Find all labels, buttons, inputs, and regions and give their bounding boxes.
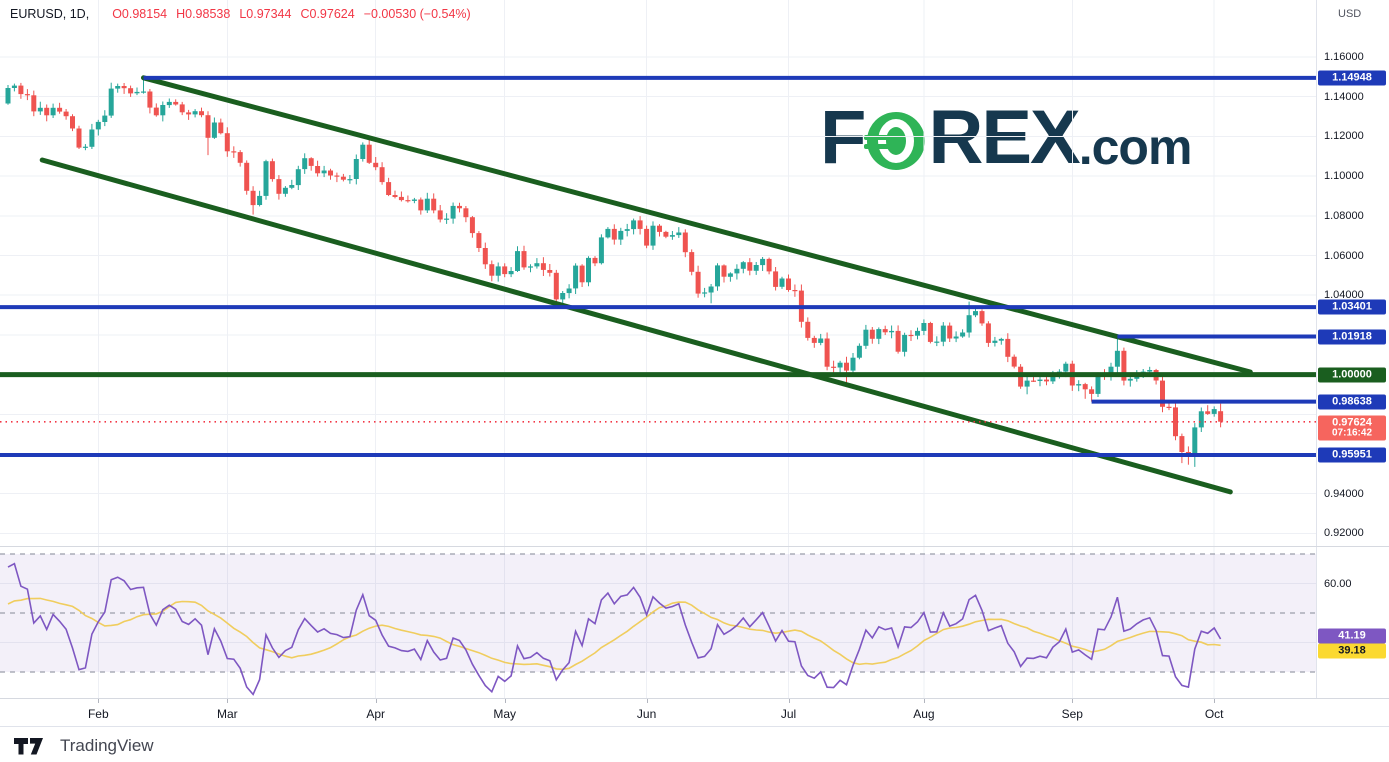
level-label-1.01918: 1.01918 (1318, 329, 1386, 344)
rsi-value-label: 41.19 (1318, 628, 1386, 644)
month-label-Jul: Jul (780, 707, 797, 721)
candles (5, 77, 1224, 467)
forex-o-logo-icon (864, 112, 926, 170)
pane-separator[interactable] (0, 546, 1389, 547)
ohlc-low: L0.97344 (239, 7, 292, 21)
month-label-Jun: Jun (636, 707, 657, 721)
chart-legend: EURUSD, 1D, O0.98154 H0.98538 L0.97344 C… (10, 7, 471, 21)
tradingview-label: TradingView (60, 736, 154, 755)
price-tick-1.10000: 1.10000 (1324, 170, 1364, 183)
rsi-band (0, 554, 1316, 672)
level-label-0.98638: 0.98638 (1318, 394, 1386, 410)
rsi-ma-value-label: 39.18 (1318, 643, 1386, 659)
level-label-1.00000: 1.00000 (1318, 367, 1386, 383)
axis-currency-label: USD (1338, 8, 1362, 20)
watermark-letters-rex: REX (928, 95, 1080, 180)
month-label-Sep: Sep (1061, 707, 1083, 721)
ohlc-high: H0.98538 (176, 7, 231, 21)
price-tick-0.94000: 0.94000 (1324, 487, 1364, 500)
bar-countdown: 07:16:42 (1331, 427, 1373, 439)
ohlc-open: O0.98154 (112, 7, 168, 21)
price-tick-1.16000: 1.16000 (1324, 51, 1364, 63)
price-tick-1.06000: 1.06000 (1324, 249, 1364, 262)
price-tick-1.14000: 1.14000 (1324, 90, 1364, 103)
price-tick-1.08000: 1.08000 (1324, 209, 1364, 222)
rsi-tick-60.00: 60.00 (1324, 577, 1352, 590)
price-pane[interactable] (0, 0, 1316, 546)
last-price-value: 0.97624 (1332, 416, 1372, 429)
time-axis[interactable]: Feb Mar Apr May Jun Jul Aug Sep Oct (0, 698, 1389, 727)
watermark-letter-f: F (820, 95, 866, 180)
rsi-pane[interactable] (0, 546, 1316, 698)
month-label-May: May (493, 707, 517, 721)
ohlc-change: −0.00530 (−0.54%) (363, 7, 471, 21)
forex-watermark: F REX .com (820, 95, 1193, 180)
level-label-1.14948: 1.14948 (1318, 70, 1386, 86)
tradingview-mark-icon (14, 737, 43, 754)
trendline-2[interactable] (39, 157, 1233, 495)
month-label-Aug: Aug (913, 707, 935, 721)
month-label-Apr: Apr (366, 707, 386, 721)
level-label-0.95951: 0.95951 (1318, 447, 1386, 463)
last-price-label: 0.97624 07:16:42 (1318, 415, 1386, 441)
price-axis[interactable]: USD 1.16000 1.14000 1.12000 1.10000 1.08000 1… (1316, 0, 1389, 698)
ohlc-close: C0.97624 (300, 7, 355, 21)
trendline-1[interactable] (141, 75, 1253, 375)
price-tick-1.04000: 1.04000 (1324, 289, 1364, 302)
tradingview-logo[interactable]: TradingView (14, 736, 154, 756)
rsi-ma-line (7, 597, 1221, 671)
month-label-Oct: Oct (1204, 707, 1224, 721)
price-tick-0.92000: 0.92000 (1324, 527, 1364, 540)
footer: TradingView (0, 727, 1389, 762)
price-tick-1.12000: 1.12000 (1324, 130, 1364, 143)
symbol-title[interactable]: EURUSD, 1D, (10, 7, 90, 21)
level-label-1.03401: 1.03401 (1318, 299, 1386, 315)
watermark-dot-com: .com (1078, 119, 1193, 175)
month-label-Feb: Feb (87, 707, 109, 721)
month-label-Mar: Mar (216, 707, 238, 721)
rsi-line (7, 562, 1222, 696)
